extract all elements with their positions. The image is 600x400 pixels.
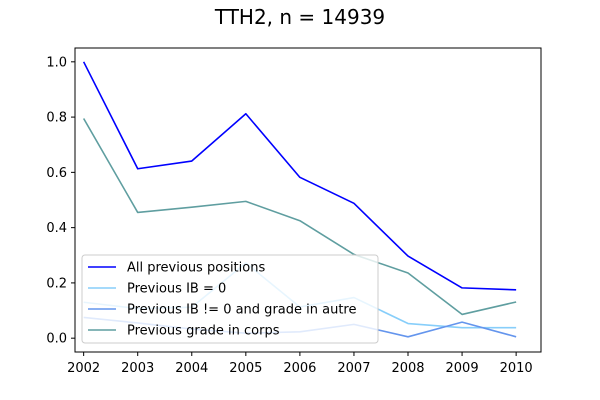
x-tick-label: 2004 — [175, 361, 208, 376]
legend-label-3: Previous IB != 0 and grade in autre — [127, 303, 356, 318]
x-tick-label: 2010 — [500, 361, 533, 376]
series-line-1 — [82, 61, 517, 291]
legend-label-2: Previous IB = 0 — [127, 282, 226, 297]
series-line-4 — [82, 118, 517, 316]
chart-title: TTH2, n = 14939 — [214, 5, 385, 29]
legend: All previous positions Previous IB = 0 Pre… — [81, 254, 379, 344]
axes-layer: 2002 2003 2004 2005 2006 2007 2008 2009 2010 0.0 0… — [46, 47, 542, 376]
x-tick-label: 2002 — [67, 361, 100, 376]
x-tick-label: 2003 — [121, 361, 154, 376]
y-tick-label: 0.8 — [46, 111, 67, 126]
y-tick-label: 1.0 — [46, 55, 67, 70]
x-tick-label: 2008 — [391, 361, 424, 376]
y-tick-label: 0.0 — [46, 332, 67, 347]
legend-label-4: Previous grade in corps — [127, 324, 280, 339]
legend-label-1: All previous positions — [127, 261, 265, 276]
x-tick-label: 2005 — [229, 361, 262, 376]
y-tick-label: 0.2 — [46, 276, 67, 291]
y-tick-label: 0.4 — [46, 221, 67, 236]
x-tick-label: 2009 — [446, 361, 479, 376]
legend-box — [81, 254, 379, 344]
y-tick-label: 0.6 — [46, 166, 67, 181]
axes-frame — [74, 47, 542, 353]
x-tick-label: 2007 — [337, 361, 370, 376]
x-tick-label: 2006 — [283, 361, 316, 376]
